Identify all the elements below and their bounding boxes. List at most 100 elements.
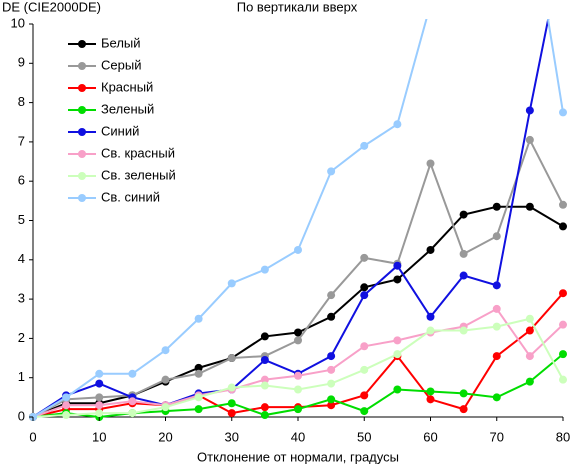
data-point	[360, 283, 369, 292]
data-point	[62, 411, 71, 420]
data-point	[492, 304, 501, 313]
legend-marker	[78, 150, 86, 158]
data-point	[260, 411, 269, 420]
legend: Белый Серый Красный Зеленый Синий Св. красный…	[68, 35, 176, 204]
legend-marker	[78, 40, 86, 48]
data-point	[327, 365, 336, 374]
data-point	[393, 120, 402, 129]
x-tick-label: 80	[556, 429, 570, 444]
x-tick-label: 10	[92, 429, 106, 444]
data-point	[327, 395, 336, 404]
data-point	[492, 352, 501, 361]
data-point	[459, 249, 468, 258]
legend-label: Синий	[101, 123, 139, 138]
x-tick-label: 30	[225, 429, 239, 444]
data-point	[525, 326, 534, 335]
x-tick-label: 50	[357, 429, 371, 444]
data-point	[161, 375, 170, 384]
x-tick-label: 60	[423, 429, 437, 444]
data-point	[194, 393, 203, 402]
data-point	[426, 326, 435, 335]
data-point	[559, 222, 567, 231]
data-point	[559, 375, 567, 384]
y-tick-label: 1	[18, 369, 25, 384]
data-point	[294, 328, 302, 337]
data-point	[525, 202, 534, 211]
data-point	[161, 346, 170, 355]
data-point	[161, 403, 170, 412]
data-point	[227, 409, 236, 418]
data-point	[559, 350, 567, 359]
data-point	[360, 391, 369, 400]
legend-marker	[78, 194, 86, 202]
data-point	[95, 379, 104, 388]
y-tick-label: 3	[18, 291, 25, 306]
data-point	[294, 405, 302, 414]
data-point	[360, 342, 369, 351]
data-point	[294, 336, 302, 345]
plot-area	[29, 0, 567, 421]
legend-label: Красный	[101, 79, 153, 94]
y-tick-label: 10	[11, 15, 25, 30]
legend-label: Св. красный	[101, 145, 175, 160]
data-point	[95, 401, 104, 410]
data-point	[459, 210, 468, 219]
legend-marker	[78, 62, 86, 70]
data-point	[393, 336, 402, 345]
y-tick-label: 4	[18, 251, 25, 266]
legend-label: Св. синий	[101, 189, 160, 204]
data-point	[393, 350, 402, 359]
data-point	[95, 369, 104, 378]
series-line	[32, 292, 564, 418]
data-point	[426, 312, 435, 321]
data-point	[294, 371, 302, 380]
legend-marker	[78, 84, 86, 92]
data-point	[427, 0, 435, 8]
data-point	[128, 369, 137, 378]
data-point	[492, 281, 501, 290]
data-point	[393, 385, 402, 394]
data-point	[260, 381, 269, 390]
data-point	[559, 200, 567, 209]
y-axis-label: DE (CIE2000DE)	[2, 0, 101, 14]
data-point	[459, 271, 468, 280]
data-point	[492, 202, 501, 211]
data-point	[360, 291, 369, 300]
x-tick-label: 40	[291, 429, 305, 444]
data-point	[260, 356, 269, 365]
data-point	[360, 253, 369, 262]
data-point	[393, 275, 402, 284]
data-point	[525, 314, 534, 323]
data-point	[360, 365, 369, 374]
data-point	[128, 409, 137, 418]
data-point	[492, 322, 501, 331]
data-point	[194, 369, 203, 378]
data-point	[327, 352, 336, 361]
y-tick-label: 8	[18, 94, 25, 109]
data-point	[393, 261, 402, 270]
data-point	[194, 405, 203, 414]
data-point	[327, 401, 336, 410]
data-point	[95, 409, 104, 418]
data-point	[227, 383, 236, 392]
data-point	[227, 279, 236, 288]
data-point	[294, 245, 302, 254]
data-point	[459, 389, 468, 398]
data-point	[62, 401, 71, 410]
data-point	[426, 245, 435, 254]
y-tick-label: 7	[18, 133, 25, 148]
data-point	[227, 399, 236, 408]
legend-label: Зеленый	[101, 101, 154, 116]
data-point	[360, 141, 369, 150]
data-point	[260, 403, 269, 412]
series-line	[32, 205, 564, 418]
data-point	[294, 385, 302, 394]
data-point	[260, 375, 269, 384]
data-point	[492, 393, 501, 402]
legend-marker	[78, 128, 86, 136]
data-point	[559, 108, 567, 117]
data-point	[327, 291, 336, 300]
data-point	[260, 265, 269, 274]
y-tick-label: 6	[18, 173, 25, 188]
